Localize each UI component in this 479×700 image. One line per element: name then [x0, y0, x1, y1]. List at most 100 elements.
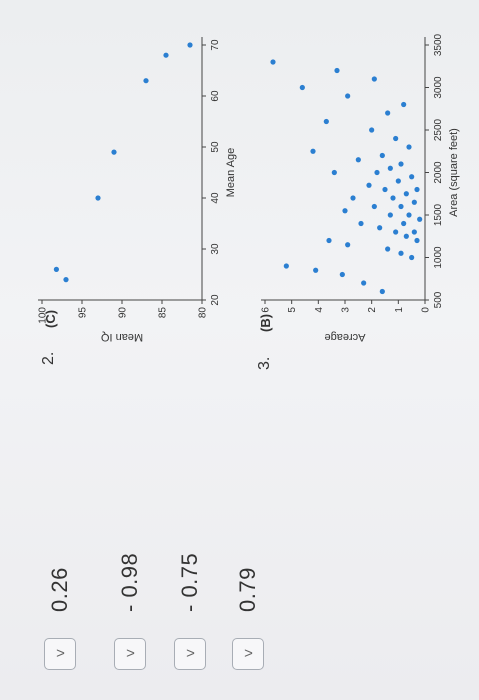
data-point — [163, 52, 169, 58]
data-point — [409, 254, 415, 261]
answer-row[interactable]: > - 0.98 — [110, 553, 150, 670]
data-point — [187, 42, 193, 48]
data-point — [345, 242, 351, 248]
data-point — [350, 195, 356, 201]
x-tick-label: 3000 — [433, 76, 444, 99]
data-point — [323, 118, 329, 125]
y-axis-label: Mean IQ — [100, 331, 143, 343]
data-point — [395, 178, 401, 184]
data-point — [393, 229, 399, 235]
data-point — [143, 78, 149, 84]
y-axis-label: Acreage — [325, 331, 366, 343]
y-tick-label: 2 — [367, 307, 378, 313]
data-point — [414, 186, 420, 193]
data-point — [374, 169, 380, 176]
y-tick-label: 6 — [261, 307, 272, 313]
data-point — [331, 169, 337, 176]
data-point — [283, 263, 289, 269]
iq-age-scatter-chart: 20 30 40 50 60 70 80 85 90 95 100 Mean Age Mean IQ — [38, 37, 237, 343]
y-tick-label: 100 — [38, 307, 49, 324]
y-tick-label: 4 — [314, 307, 325, 313]
answer-list: > 0.26 > - 0.98 > - 0.75 > 0.79 — [0, 430, 479, 670]
data-point — [111, 149, 117, 155]
data-point — [63, 276, 69, 283]
chevron-right-icon[interactable]: > — [174, 638, 206, 670]
data-point — [366, 182, 372, 188]
data-point — [299, 84, 305, 91]
x-tick-label: 60 — [210, 90, 221, 102]
data-point — [417, 216, 423, 222]
data-point — [411, 199, 417, 205]
data-point — [377, 225, 383, 231]
y-tick-label: 80 — [198, 307, 209, 319]
data-point — [369, 127, 375, 133]
data-point — [371, 203, 377, 210]
data-point — [342, 208, 348, 214]
data-point — [398, 161, 404, 167]
data-point — [379, 152, 385, 159]
x-axis-label: Area (square feet) — [448, 128, 460, 217]
data-point — [403, 233, 409, 239]
x-tick-label: 3500 — [433, 33, 444, 56]
x-tick-label: 1000 — [433, 246, 444, 269]
x-tick-label: 70 — [210, 39, 221, 51]
data-point — [361, 280, 367, 286]
answer-value: 0.26 — [47, 567, 72, 612]
data-point — [411, 229, 417, 235]
answer-row[interactable]: > 0.26 — [40, 567, 80, 670]
data-point — [326, 237, 332, 244]
data-point — [339, 271, 345, 278]
data-point — [313, 267, 319, 273]
chevron-right-icon[interactable]: > — [232, 638, 264, 670]
data-point — [398, 203, 404, 210]
answer-value: - 0.75 — [177, 552, 202, 612]
data-point — [379, 288, 385, 295]
x-tick-label: 2000 — [433, 161, 444, 184]
y-tick-label: 3 — [341, 307, 352, 313]
data-point — [382, 186, 388, 193]
y-tick-label: 5 — [287, 307, 298, 313]
y-tick-label: 90 — [118, 307, 129, 319]
data-point — [371, 76, 377, 82]
data-point — [414, 237, 420, 244]
data-point — [358, 220, 364, 227]
answer-row[interactable]: > - 0.75 — [170, 553, 210, 670]
answer-row[interactable]: > 0.79 — [228, 567, 268, 670]
data-point — [401, 220, 407, 227]
x-tick-label: 30 — [210, 243, 221, 255]
x-tick-label: 50 — [210, 141, 221, 153]
data-point — [53, 266, 59, 272]
data-point — [334, 67, 340, 74]
data-point — [401, 101, 407, 108]
data-point — [409, 174, 415, 180]
data-point — [95, 195, 101, 201]
x-tick-label: 500 — [433, 291, 444, 308]
data-point — [345, 93, 351, 99]
data-point — [398, 250, 404, 256]
answer-value: - 0.98 — [117, 552, 142, 612]
chevron-right-icon[interactable]: > — [44, 638, 76, 670]
data-point — [270, 59, 276, 65]
x-tick-label: 2500 — [433, 118, 444, 141]
x-tick-label: 20 — [210, 294, 221, 306]
data-point — [387, 212, 393, 218]
x-axis-label: Mean Age — [225, 148, 237, 198]
x-tick-label: 40 — [210, 192, 221, 204]
data-point — [390, 195, 396, 201]
data-point — [403, 191, 409, 197]
data-point — [393, 135, 399, 142]
data-point — [387, 165, 393, 171]
data-point — [406, 212, 412, 218]
data-point — [385, 110, 391, 116]
y-tick-label: 95 — [78, 307, 89, 319]
y-tick-label: 0 — [421, 307, 432, 313]
y-tick-label: 85 — [158, 307, 169, 319]
data-point — [385, 246, 391, 252]
answer-value: 0.79 — [235, 567, 260, 612]
data-point — [310, 148, 316, 154]
y-tick-label: 1 — [394, 307, 405, 313]
x-tick-label: 1500 — [433, 203, 444, 226]
chevron-right-icon[interactable]: > — [114, 638, 146, 670]
data-point — [355, 157, 361, 163]
